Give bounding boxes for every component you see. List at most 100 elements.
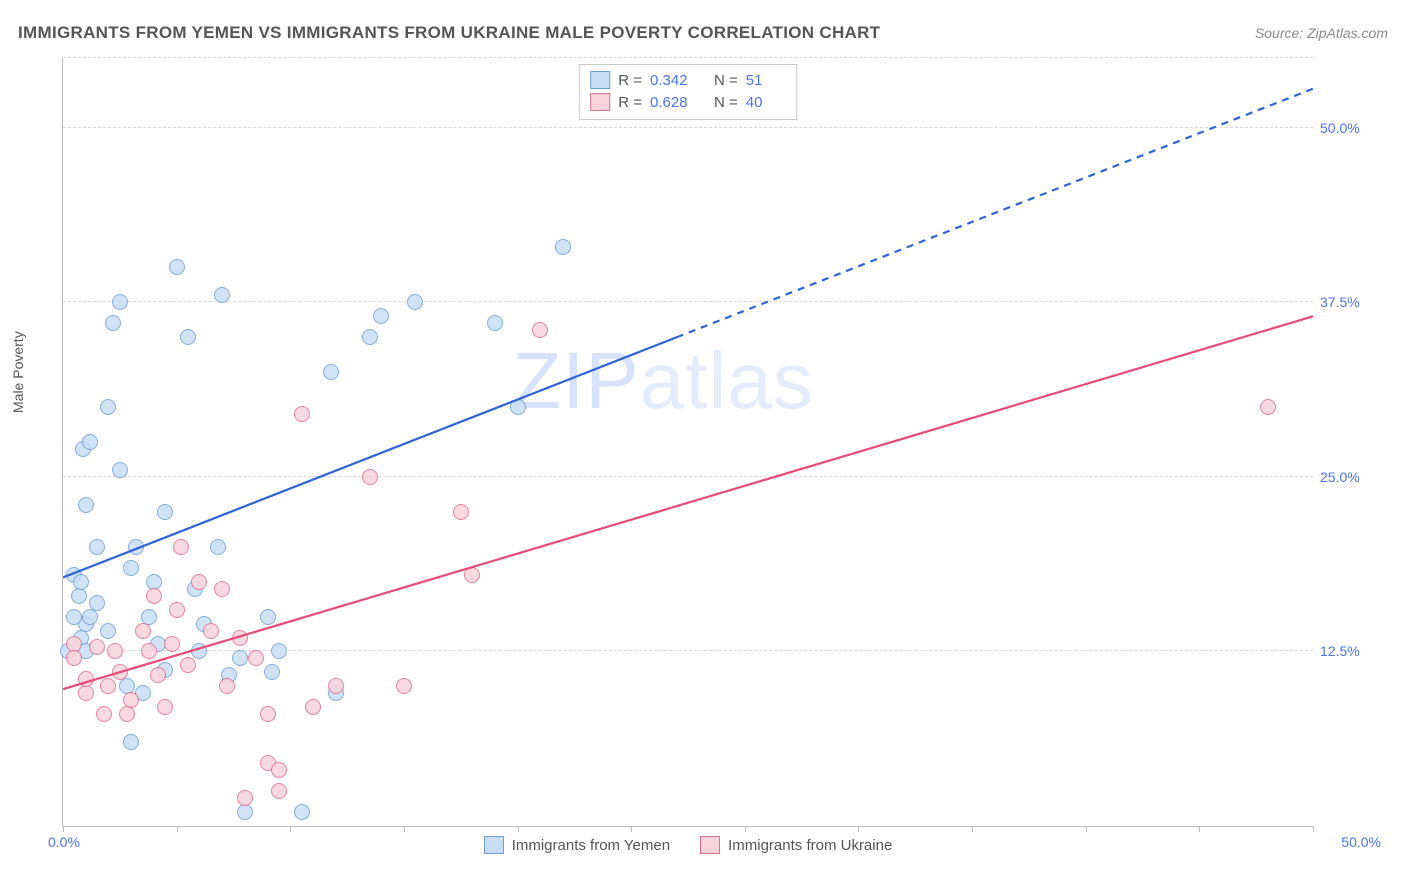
point-ukraine <box>157 699 173 715</box>
x-tick <box>518 826 519 832</box>
x-tick <box>858 826 859 832</box>
point-ukraine <box>78 685 94 701</box>
point-ukraine <box>214 581 230 597</box>
point-yemen <box>89 539 105 555</box>
legend-swatch-yemen <box>484 836 504 854</box>
point-ukraine <box>248 650 264 666</box>
chart-source: Source: ZipAtlas.com <box>1255 25 1388 41</box>
point-yemen <box>89 595 105 611</box>
point-yemen <box>191 643 207 659</box>
point-yemen <box>271 643 287 659</box>
gridline <box>63 57 1313 58</box>
point-ukraine <box>89 639 105 655</box>
point-ukraine <box>66 650 82 666</box>
point-ukraine <box>169 602 185 618</box>
point-yemen <box>112 462 128 478</box>
legend-label-yemen: Immigrants from Yemen <box>512 837 670 854</box>
point-yemen <box>66 609 82 625</box>
point-ukraine <box>173 539 189 555</box>
y-tick-label: 50.0% <box>1320 120 1375 136</box>
point-ukraine <box>191 574 207 590</box>
watermark: ZIPatlas <box>512 335 813 427</box>
point-yemen <box>169 259 185 275</box>
point-yemen <box>82 434 98 450</box>
point-ukraine <box>119 706 135 722</box>
point-ukraine <box>78 671 94 687</box>
x-tick <box>63 826 64 832</box>
point-ukraine <box>464 567 480 583</box>
point-yemen <box>157 504 173 520</box>
point-yemen <box>232 650 248 666</box>
point-yemen <box>73 574 89 590</box>
point-yemen <box>362 329 378 345</box>
legend-row-yemen: R = 0.342 N = 51 <box>590 69 786 91</box>
point-ukraine <box>123 692 139 708</box>
point-yemen <box>100 623 116 639</box>
point-yemen <box>82 609 98 625</box>
y-axis-label: Male Poverty <box>10 331 26 413</box>
x-tick-label-min: 0.0% <box>48 834 80 850</box>
point-yemen <box>210 539 226 555</box>
point-ukraine <box>271 762 287 778</box>
point-ukraine <box>396 678 412 694</box>
x-tick <box>177 826 178 832</box>
point-yemen <box>294 804 310 820</box>
series-legend: Immigrants from Yemen Immigrants from Uk… <box>63 836 1313 854</box>
point-yemen <box>510 399 526 415</box>
point-ukraine <box>107 643 123 659</box>
chart-header: IMMIGRANTS FROM YEMEN VS IMMIGRANTS FROM… <box>18 18 1388 48</box>
point-yemen <box>123 734 139 750</box>
correlation-legend: R = 0.342 N = 51 R = 0.628 N = 40 <box>579 64 797 120</box>
point-yemen <box>555 239 571 255</box>
watermark-light: atlas <box>640 336 814 425</box>
point-ukraine <box>135 623 151 639</box>
point-ukraine <box>146 588 162 604</box>
point-yemen <box>180 329 196 345</box>
x-tick <box>745 826 746 832</box>
point-ukraine <box>294 406 310 422</box>
point-yemen <box>407 294 423 310</box>
x-tick <box>631 826 632 832</box>
watermark-bold: ZIP <box>512 336 639 425</box>
point-yemen <box>112 294 128 310</box>
x-tick-label-max: 50.0% <box>1341 834 1381 850</box>
point-ukraine <box>532 322 548 338</box>
r-value-yemen: 0.342 <box>650 72 692 89</box>
legend-label-ukraine: Immigrants from Ukraine <box>728 837 892 854</box>
point-ukraine <box>141 643 157 659</box>
point-ukraine <box>100 678 116 694</box>
n-value-yemen: 51 <box>746 72 772 89</box>
n-value-ukraine: 40 <box>746 94 772 111</box>
x-tick <box>972 826 973 832</box>
swatch-yemen <box>590 71 610 89</box>
point-yemen <box>260 609 276 625</box>
point-ukraine <box>271 783 287 799</box>
point-ukraine <box>328 678 344 694</box>
chart-container: Male Poverty ZIPatlas R = 0.342 N = 51 R… <box>18 52 1388 874</box>
point-yemen <box>78 497 94 513</box>
point-yemen <box>487 315 503 331</box>
point-yemen <box>105 315 121 331</box>
point-yemen <box>323 364 339 380</box>
point-ukraine <box>164 636 180 652</box>
point-yemen <box>123 560 139 576</box>
point-ukraine <box>219 678 235 694</box>
plot-area: ZIPatlas R = 0.342 N = 51 R = 0.628 N = … <box>62 58 1313 827</box>
point-ukraine <box>362 469 378 485</box>
chart-title: IMMIGRANTS FROM YEMEN VS IMMIGRANTS FROM… <box>18 23 880 43</box>
legend-swatch-ukraine <box>700 836 720 854</box>
point-yemen <box>264 664 280 680</box>
point-yemen <box>373 308 389 324</box>
trend-lines <box>63 58 1313 826</box>
x-tick <box>1086 826 1087 832</box>
gridline <box>63 127 1313 128</box>
point-yemen <box>100 399 116 415</box>
swatch-ukraine <box>590 93 610 111</box>
point-yemen <box>214 287 230 303</box>
gridline <box>63 301 1313 302</box>
point-ukraine <box>112 664 128 680</box>
point-ukraine <box>96 706 112 722</box>
y-tick-label: 37.5% <box>1320 294 1375 310</box>
legend-item-yemen: Immigrants from Yemen <box>484 836 670 854</box>
point-ukraine <box>260 706 276 722</box>
